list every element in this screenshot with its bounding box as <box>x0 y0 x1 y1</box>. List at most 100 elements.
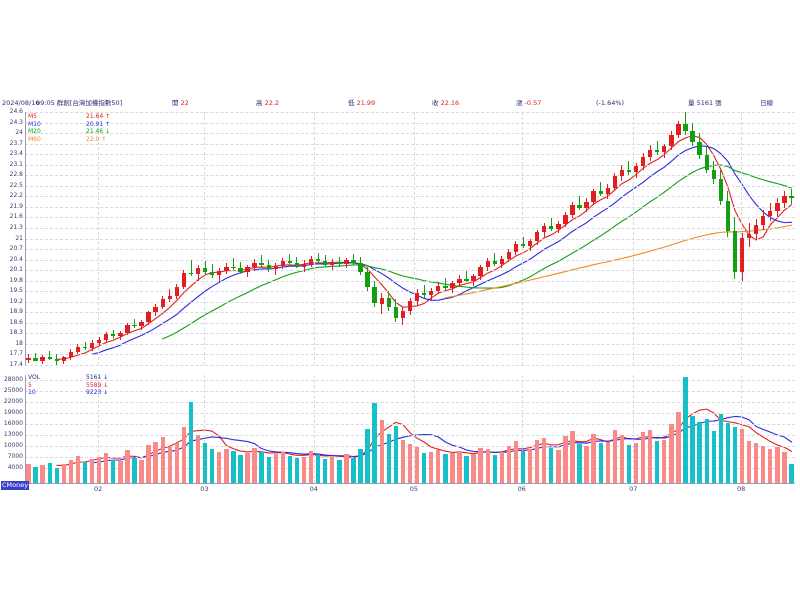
candle-body[interactable] <box>308 258 314 264</box>
candle-body[interactable] <box>202 268 208 272</box>
volume-bar[interactable] <box>542 437 547 483</box>
candle-body[interactable] <box>605 187 610 194</box>
volume-bar[interactable] <box>612 429 618 483</box>
volume-bar[interactable] <box>104 452 109 483</box>
candle-body[interactable] <box>132 324 137 327</box>
candle-body[interactable] <box>577 205 582 208</box>
volume-bar[interactable] <box>414 447 420 483</box>
volume-bar[interactable] <box>598 443 603 483</box>
volume-bar[interactable] <box>782 451 787 483</box>
candle-body[interactable] <box>365 271 370 287</box>
volume-bar[interactable] <box>746 440 752 483</box>
volume-bar[interactable] <box>153 442 158 483</box>
volume-bar[interactable] <box>202 443 208 483</box>
volume-bar[interactable] <box>690 416 695 483</box>
volume-bar[interactable] <box>527 448 533 483</box>
candle-body[interactable] <box>358 263 363 272</box>
volume-bar[interactable] <box>584 445 589 483</box>
volume-bar[interactable] <box>337 459 342 483</box>
candle-body[interactable] <box>704 154 709 170</box>
volume-bar[interactable] <box>294 458 300 483</box>
candle-body[interactable] <box>414 292 420 302</box>
candle-body[interactable] <box>111 334 116 337</box>
candle-body[interactable] <box>429 290 434 296</box>
candle-body[interactable] <box>655 149 660 153</box>
volume-bar[interactable] <box>89 458 95 483</box>
candle-body[interactable] <box>33 357 38 361</box>
candle-body[interactable] <box>753 225 759 235</box>
volume-legend-row-5[interactable]: 5 5589 ↓ <box>28 382 123 390</box>
candle-body[interactable] <box>640 156 646 167</box>
candle-body[interactable] <box>669 134 674 147</box>
candle-body[interactable] <box>478 267 483 277</box>
candle-body[interactable] <box>556 223 561 229</box>
candle-body[interactable] <box>584 201 589 208</box>
candle-body[interactable] <box>344 260 349 264</box>
volume-bar[interactable] <box>704 418 709 483</box>
volume-bar[interactable] <box>457 450 462 483</box>
candle-body[interactable] <box>96 339 102 344</box>
volume-bar[interactable] <box>287 455 293 483</box>
candle-body[interactable] <box>188 272 194 275</box>
volume-bar[interactable] <box>393 425 399 483</box>
candle-body[interactable] <box>75 346 81 352</box>
candle-body[interactable] <box>527 241 533 247</box>
volume-bar[interactable] <box>224 449 229 483</box>
candle-body[interactable] <box>294 263 300 267</box>
candle-body[interactable] <box>683 124 688 132</box>
candle-body[interactable] <box>89 343 95 349</box>
volume-bar[interactable] <box>655 440 660 483</box>
candle-body[interactable] <box>224 266 229 271</box>
candle-body[interactable] <box>167 296 172 299</box>
volume-bar[interactable] <box>330 457 335 483</box>
volume-bar[interactable] <box>499 452 505 483</box>
volume-bar[interactable] <box>421 452 427 483</box>
ma-legend-row-M20[interactable]: M20 21.46 ↓ <box>28 128 123 136</box>
volume-bar[interactable] <box>570 431 575 483</box>
candle-body[interactable] <box>711 169 716 180</box>
volume-bar[interactable] <box>662 439 667 483</box>
volume-bar[interactable] <box>626 444 632 483</box>
candle-body[interactable] <box>690 131 695 142</box>
candle-body[interactable] <box>570 205 575 215</box>
candle-body[interactable] <box>534 232 540 242</box>
volume-bar[interactable] <box>683 377 688 483</box>
volume-bar[interactable] <box>245 452 250 483</box>
candle-body[interactable] <box>379 297 384 304</box>
volume-bar[interactable] <box>75 455 81 483</box>
candle-body[interactable] <box>54 358 59 362</box>
volume-bar[interactable] <box>125 449 130 483</box>
volume-bar[interactable] <box>379 420 384 483</box>
volume-bar[interactable] <box>464 455 469 483</box>
volume-bar[interactable] <box>47 462 52 483</box>
volume-bar[interactable] <box>732 427 738 483</box>
volume-bar[interactable] <box>308 450 314 483</box>
volume-bar[interactable] <box>619 434 625 483</box>
volume-bar[interactable] <box>669 423 674 483</box>
volume-bar[interactable] <box>471 454 476 483</box>
volume-bar[interactable] <box>556 450 561 483</box>
candle-body[interactable] <box>68 351 74 358</box>
candle-body[interactable] <box>520 243 526 247</box>
candle-body[interactable] <box>732 230 738 272</box>
candle-body[interactable] <box>273 265 278 270</box>
candle-body[interactable] <box>153 307 158 313</box>
candle-body[interactable] <box>457 278 462 284</box>
candle-body[interactable] <box>330 262 335 265</box>
volume-bar[interactable] <box>372 403 377 483</box>
volume-bar[interactable] <box>231 450 236 483</box>
volume-bar[interactable] <box>725 422 731 483</box>
candle-body[interactable] <box>492 261 497 264</box>
candle-body[interactable] <box>386 297 391 308</box>
candle-body[interactable] <box>436 285 441 291</box>
candle-body[interactable] <box>139 322 144 327</box>
candle-body[interactable] <box>181 272 187 287</box>
candle-body[interactable] <box>725 200 731 231</box>
candle-body[interactable] <box>739 237 745 272</box>
candle-body[interactable] <box>506 251 512 259</box>
volume-bar[interactable] <box>195 434 201 483</box>
volume-bar[interactable] <box>118 461 123 483</box>
volume-bar[interactable] <box>188 402 194 483</box>
candle-body[interactable] <box>485 261 490 268</box>
candle-body[interactable] <box>26 357 31 360</box>
